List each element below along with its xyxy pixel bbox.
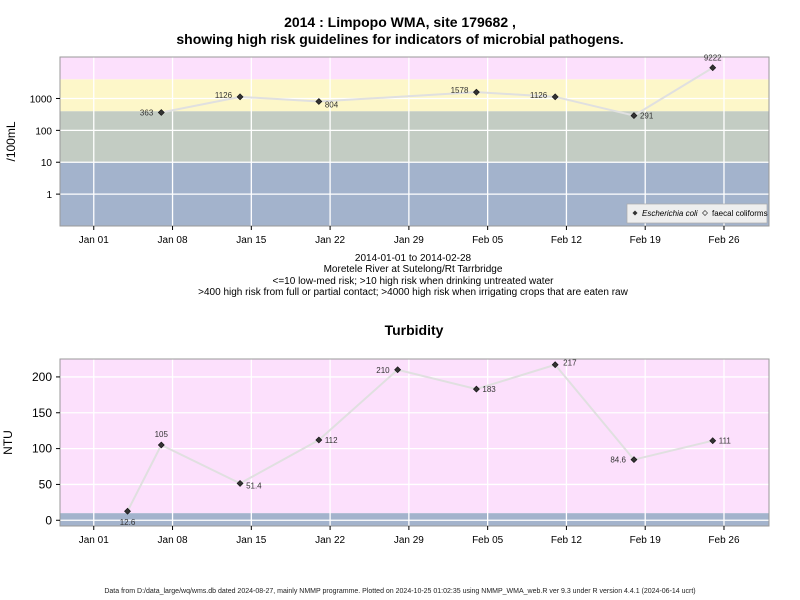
data-label: 1126 [530,91,548,100]
data-point [315,436,323,444]
data-point [551,93,559,101]
x-tick-label: Jan 08 [158,535,188,546]
x-tick-label: Feb 26 [708,535,740,546]
data-point [472,88,480,96]
x-tick-label: Feb 05 [472,235,504,246]
legend-marker-ecoli [632,210,638,216]
x-tick-label: Jan 01 [79,535,109,546]
subtitle-date-range: 2014-01-01 to 2014-02-28 [354,253,472,264]
data-point [551,361,559,369]
data-label: 112 [325,436,338,445]
legend: Escherichia coli faecal coliforms [626,203,768,224]
data-point [236,93,244,101]
turbidity-title: Turbidity [384,322,444,338]
data-label: 804 [325,100,339,109]
x-tick-label: Feb 05 [472,535,504,546]
plot-frame [59,358,770,527]
subtitle-site: Moretele River at Sutelong/Rt Tarrbridge [323,264,503,275]
data-point [124,507,131,515]
data-point [709,437,717,445]
chart-title-line1: 2014 : Limpopo WMA, site 179682 , [284,14,516,30]
x-tick-label: Jan 15 [236,535,266,546]
y-tick-label: 100 [35,126,52,137]
data-label: 183 [482,385,496,394]
x-tick-label: Jan 22 [315,235,345,246]
x-tick-label: Jan 08 [158,235,188,246]
data-point [394,366,402,374]
y-tick-label: 100 [32,442,52,456]
x-tick-label: Jan 29 [394,235,424,246]
data-label: 12.6 [120,518,136,527]
risk-band [60,359,769,514]
y-tick-label: 200 [32,370,52,384]
risk-band [60,513,769,526]
data-label: 9222 [704,54,722,63]
data-label: 111 [719,437,732,446]
data-label: 291 [640,112,654,121]
legend-box [626,203,768,224]
legend-label-faecal: faecal coliforms [712,209,768,218]
chart-title-line2: showing high risk guidelines for indicat… [176,31,624,47]
y-tick-label: 1 [46,190,52,201]
subtitle-note-contact: >400 high risk from full or partial cont… [198,287,628,298]
data-label: 1578 [451,86,469,95]
legend-marker-faecal [701,209,709,217]
data-point [630,112,638,119]
y-tick-label: 10 [41,158,53,169]
subtitle-note-drinking: <=10 low-med risk; >10 high risk when dr… [272,276,554,287]
x-tick-label: Feb 19 [630,535,662,546]
data-point [472,385,480,393]
y-tick-label: 50 [39,477,53,491]
legend-label-ecoli: Escherichia coli [642,209,698,218]
data-point [236,480,244,487]
data-label: 217 [563,359,577,368]
data-label: 84.6 [610,456,626,465]
data-point [315,98,323,105]
x-tick-label: Feb 26 [708,235,740,246]
x-tick-label: Jan 15 [236,235,266,246]
risk-band [60,111,769,163]
data-label: 105 [155,430,169,439]
x-tick-label: Feb 12 [551,535,583,546]
x-tick-label: Jan 01 [79,235,109,246]
y-axis-label: /100mL [4,121,18,161]
data-label: 210 [376,366,390,375]
data-point [709,64,717,72]
x-tick-label: Feb 19 [630,235,662,246]
data-point [157,109,165,116]
data-label: 51.4 [246,481,262,490]
risk-band [60,57,769,80]
x-tick-label: Jan 22 [315,535,345,546]
data-point [630,456,638,464]
data-label: 363 [140,109,154,118]
data-label: 1126 [215,91,233,100]
plot-frame [59,56,770,227]
data-point [157,441,165,449]
y-tick-label: 1000 [30,94,53,105]
x-tick-label: Feb 12 [551,235,583,246]
y-tick-label: 0 [45,513,52,527]
x-tick-label: Jan 29 [394,535,424,546]
footer-note: Data from D:/data_large/wq/wms.db dated … [104,588,696,595]
y-tick-label: 150 [32,406,52,420]
y-axis-label: NTU [1,430,15,455]
